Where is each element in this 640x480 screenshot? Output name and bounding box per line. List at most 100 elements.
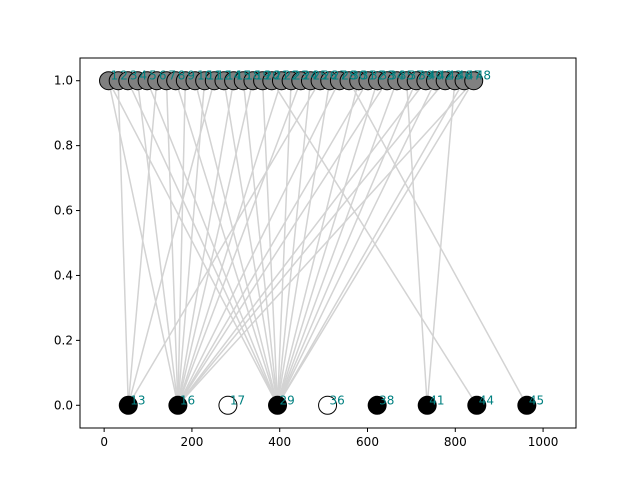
bottom-node-45 [517,395,537,415]
node-label-20: 20 [265,69,280,83]
x-tick-label: 400 [268,435,291,449]
edge-1-29 [107,80,279,406]
node-label-12: 12 [216,69,231,83]
node-label-24: 24 [303,69,318,83]
y-axis: 0.0 0.2 0.4 0.6 0.8 1.0 [54,74,80,412]
node-label-13: 13 [130,393,145,407]
edge-2-13 [117,80,130,406]
bottom-node-13 [118,395,138,415]
bottom-node-36 [318,395,338,415]
node-label-4: 4 [140,69,148,83]
edge-39-29 [276,80,417,406]
edge-12-13 [127,80,216,406]
node-label-37: 37 [409,69,424,83]
node-label-23: 23 [293,69,308,83]
edge-20-29 [261,80,279,406]
node-label-6: 6 [159,69,167,83]
edge-6-13 [127,80,158,406]
y-tick-label: 0.2 [54,333,73,347]
edge-18-29 [242,80,279,406]
node-label-42: 42 [438,69,453,83]
edge-43-16 [177,80,446,406]
node-label-7: 7 [168,69,176,83]
node-label-28: 28 [341,69,356,83]
bottom-node-16 [168,395,188,415]
node-label-2: 2 [120,69,128,83]
node-label-21: 21 [274,69,289,83]
edge-22-16 [177,80,283,406]
node-label-48: 48 [476,69,491,83]
x-tick-label: 1000 [528,435,559,449]
bottom-node-38 [367,395,387,415]
edge-47-29 [276,80,465,406]
edge-34-16 [177,80,388,406]
node-label-9: 9 [187,69,195,83]
node-label-33: 33 [380,69,395,83]
node-label-43: 43 [447,69,462,83]
node-label-40: 40 [428,69,443,83]
edge-48-16 [177,80,475,406]
node-label-11: 11 [207,69,222,83]
node-label-27: 27 [332,69,347,83]
edge-48-29 [276,80,475,406]
y-tick-label: 1.0 [54,74,73,88]
edge-24-16 [177,80,302,406]
node-label-18: 18 [245,69,260,83]
edge-28-16 [177,80,341,406]
edge-33-29 [276,80,379,406]
node-label-3: 3 [130,69,138,83]
bottom-nodes-layer [118,395,537,415]
edge-25-29 [276,80,312,406]
node-label-25: 25 [312,69,327,83]
bottom-node-17 [218,395,238,415]
edge-8-29 [174,80,279,406]
edge-19-16 [177,80,254,406]
node-label-19: 19 [255,69,270,83]
edge-15-16 [177,80,235,406]
edge-42-29 [276,80,437,406]
node-label-10: 10 [197,69,212,83]
node-label-35: 35 [399,69,414,83]
node-label-26: 26 [322,69,337,83]
top-nodes-layer [99,71,484,91]
node-label-5: 5 [149,69,157,83]
top-node-48 [464,71,484,91]
node-label-15: 15 [236,69,251,83]
node-label-34: 34 [389,69,404,83]
edge-10-29 [194,80,279,406]
edges-layer [107,80,528,406]
edge-9-16 [177,80,187,406]
node-label-41: 41 [429,393,444,407]
edge-26-13 [127,80,321,406]
x-tick-label: 800 [444,435,467,449]
y-tick-label: 0.0 [54,398,73,412]
plot-frame [79,57,577,429]
node-label-29: 29 [280,393,295,407]
node-label-16: 16 [180,393,195,407]
node-label-14: 14 [226,69,241,83]
edge-7-16 [165,80,179,406]
y-tick-label: 0.8 [54,139,73,153]
x-axis: 0 200 400 600 800 1000 [100,428,558,449]
node-label-36: 36 [330,393,345,407]
edge-4-16 [136,80,179,406]
node-label-30: 30 [351,69,366,83]
node-label-1: 1 [111,69,119,83]
node-label-22: 22 [283,69,298,83]
x-tick-label: 200 [180,435,203,449]
edge-40-16 [177,80,427,406]
edge-21-44 [271,80,478,406]
node-labels-layer: 1 2 3 4 5 6 7 8 9 1011121415181920212223242526272… [111,69,545,408]
x-tick-label: 600 [356,435,379,449]
node-label-44: 44 [479,393,494,407]
edge-30-45 [348,80,528,406]
edge-31-29 [276,80,360,406]
edge-35-29 [276,80,398,406]
node-label-31: 31 [361,69,376,83]
edge-46-41 [426,80,456,406]
edge-27-29 [276,80,331,406]
node-label-39: 39 [418,69,433,83]
node-label-38: 38 [379,393,394,407]
x-tick-label: 0 [100,435,108,449]
